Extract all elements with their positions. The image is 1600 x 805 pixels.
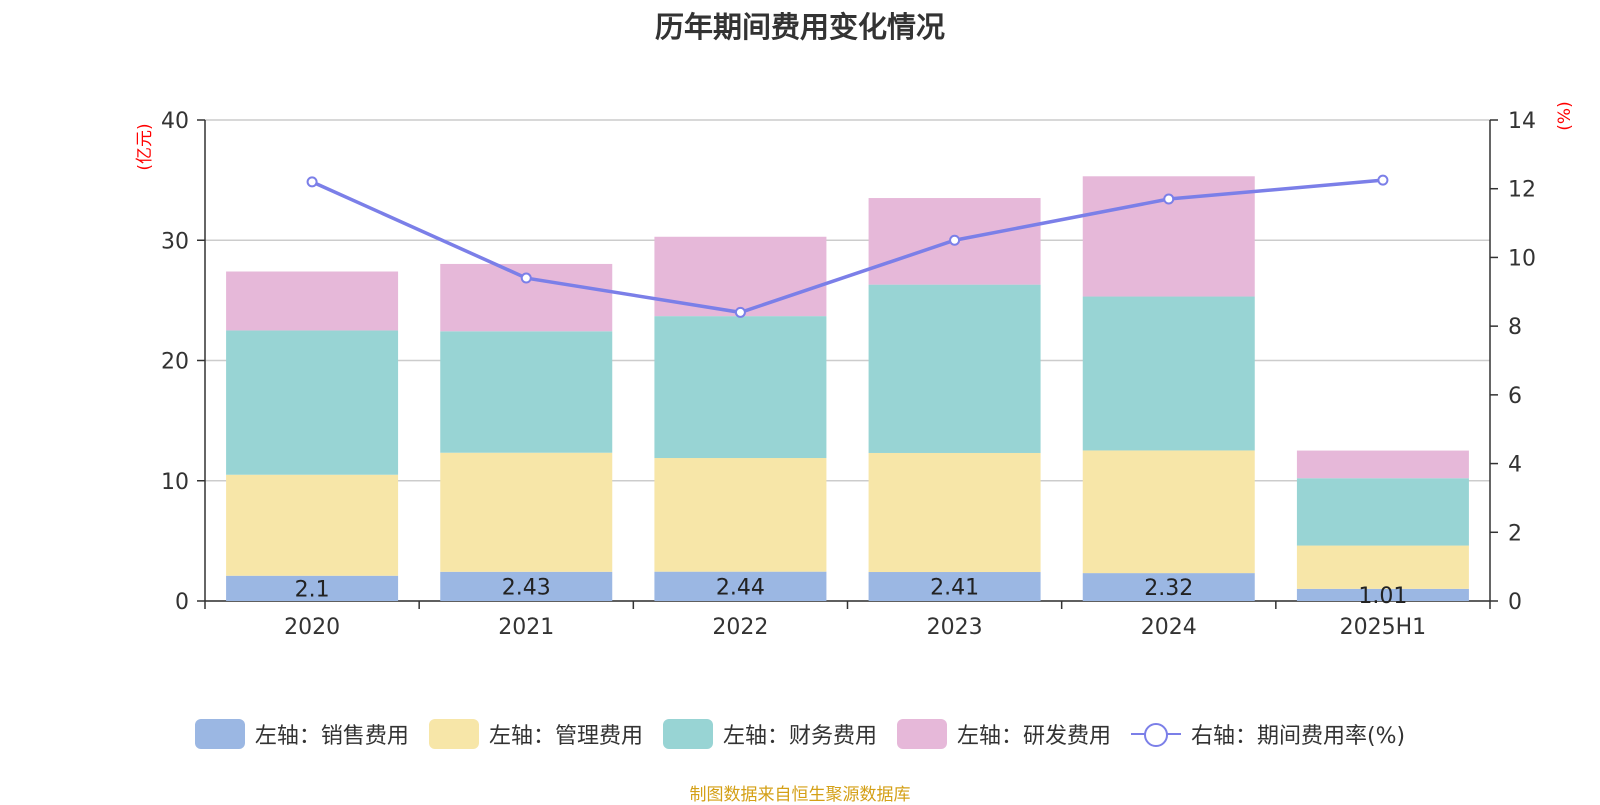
legend-swatch-sales	[194, 719, 245, 749]
bar-segment-series-0	[440, 571, 613, 601]
legend-swatch-admin	[428, 719, 479, 749]
legend-item-admin[interactable]: 左轴：管理费用	[428, 718, 643, 750]
bar-segment-series-1	[226, 474, 399, 576]
y-left-tick-label: 20	[161, 350, 189, 375]
bar-segment-series-0	[1082, 573, 1255, 601]
bar-data-label: 2.1	[295, 577, 330, 602]
bar-segment-series-2	[440, 331, 613, 453]
y-right-tick-label: 0	[1508, 590, 1522, 615]
legend-label-finance: 左轴：财务费用	[722, 724, 877, 749]
expense-rate-point	[1377, 174, 1389, 186]
chart-title: 历年期间费用变化情况	[654, 10, 945, 44]
legend-line-marker-icon	[1130, 719, 1181, 749]
bar-data-label: 2.32	[1144, 576, 1193, 601]
legend-item-finance[interactable]: 左轴：财务费用	[662, 718, 877, 750]
legend-item-expense-rate[interactable]: 右轴：期间费用率(%)	[1130, 718, 1406, 750]
bar-segment-series-0	[868, 572, 1041, 601]
x-tick-label: 2021	[498, 615, 554, 640]
bar-data-label: 2.43	[502, 575, 551, 600]
bar-segment-series-2	[226, 330, 399, 475]
bar-segment-series-3	[1296, 450, 1469, 479]
y-right-tick-label: 8	[1508, 315, 1522, 340]
y-left-tick-label: 0	[175, 590, 189, 615]
bar-segment-series-1	[440, 452, 613, 572]
bar-segment-series-1	[654, 458, 827, 572]
y-left-tick-label: 10	[161, 470, 189, 495]
bar-segment-series-1	[1296, 545, 1469, 589]
x-tick-label: 2020	[284, 615, 340, 640]
bar-segment-series-2	[1296, 478, 1469, 546]
legend-label-expense-rate: 右轴：期间费用率(%)	[1190, 724, 1406, 749]
expense-rate-point	[1163, 193, 1175, 205]
bar-data-label: 2.44	[716, 575, 765, 600]
bar-segment-series-1	[868, 452, 1041, 573]
expense-rate-point	[306, 176, 318, 188]
bar-data-label: 2.41	[930, 576, 979, 601]
bar-segment-series-1	[1082, 450, 1255, 574]
legend-label-admin: 左轴：管理费用	[488, 724, 643, 749]
y-right-unit-label: (%)	[1555, 101, 1575, 130]
x-tick-label: 2022	[712, 615, 768, 640]
x-tick-label: 2023	[927, 615, 983, 640]
y-left-tick-label: 30	[161, 229, 189, 254]
legend-item-sales[interactable]: 左轴：销售费用	[194, 718, 409, 750]
legend-item-rnd[interactable]: 左轴：研发费用	[896, 718, 1111, 750]
chart-legend: 左轴：销售费用 左轴：管理费用 左轴：财务费用 左轴：研发费用 右轴：期间费用率…	[0, 718, 1600, 750]
y-right-tick-label: 6	[1508, 384, 1522, 409]
bar-segment-series-3	[226, 271, 399, 331]
expense-rate-line	[311, 178, 1384, 315]
legend-swatch-finance	[662, 719, 713, 749]
y-right-tick-label: 14	[1508, 109, 1536, 134]
expense-rate-point	[734, 306, 746, 318]
expense-rate-point	[949, 234, 961, 246]
bar-segment-series-0	[1296, 588, 1469, 601]
expense-rate-point	[520, 272, 532, 284]
legend-swatch-rnd	[896, 719, 947, 749]
legend-label-rnd: 左轴：研发费用	[956, 724, 1111, 749]
y-left-tick-label: 40	[161, 109, 189, 134]
legend-label-sales: 左轴：销售费用	[254, 724, 409, 749]
bar-segment-series-2	[654, 316, 827, 459]
x-tick-label: 2025H1	[1340, 615, 1427, 640]
bar-segment-series-2	[1082, 296, 1255, 451]
bar-segment-series-0	[654, 571, 827, 601]
bar-segment-series-0	[226, 575, 399, 601]
bar-data-label: 1.01	[1358, 584, 1407, 609]
y-right-tick-label: 2	[1508, 521, 1522, 546]
x-tick-label: 2024	[1141, 615, 1197, 640]
y-right-tick-label: 12	[1508, 178, 1536, 203]
y-left-unit-label: (亿元)	[135, 123, 155, 170]
y-right-tick-label: 4	[1508, 453, 1522, 478]
bar-segment-series-2	[868, 284, 1041, 453]
source-note: 制图数据来自恒生聚源数据库	[689, 785, 911, 805]
y-right-tick-label: 10	[1508, 246, 1536, 271]
